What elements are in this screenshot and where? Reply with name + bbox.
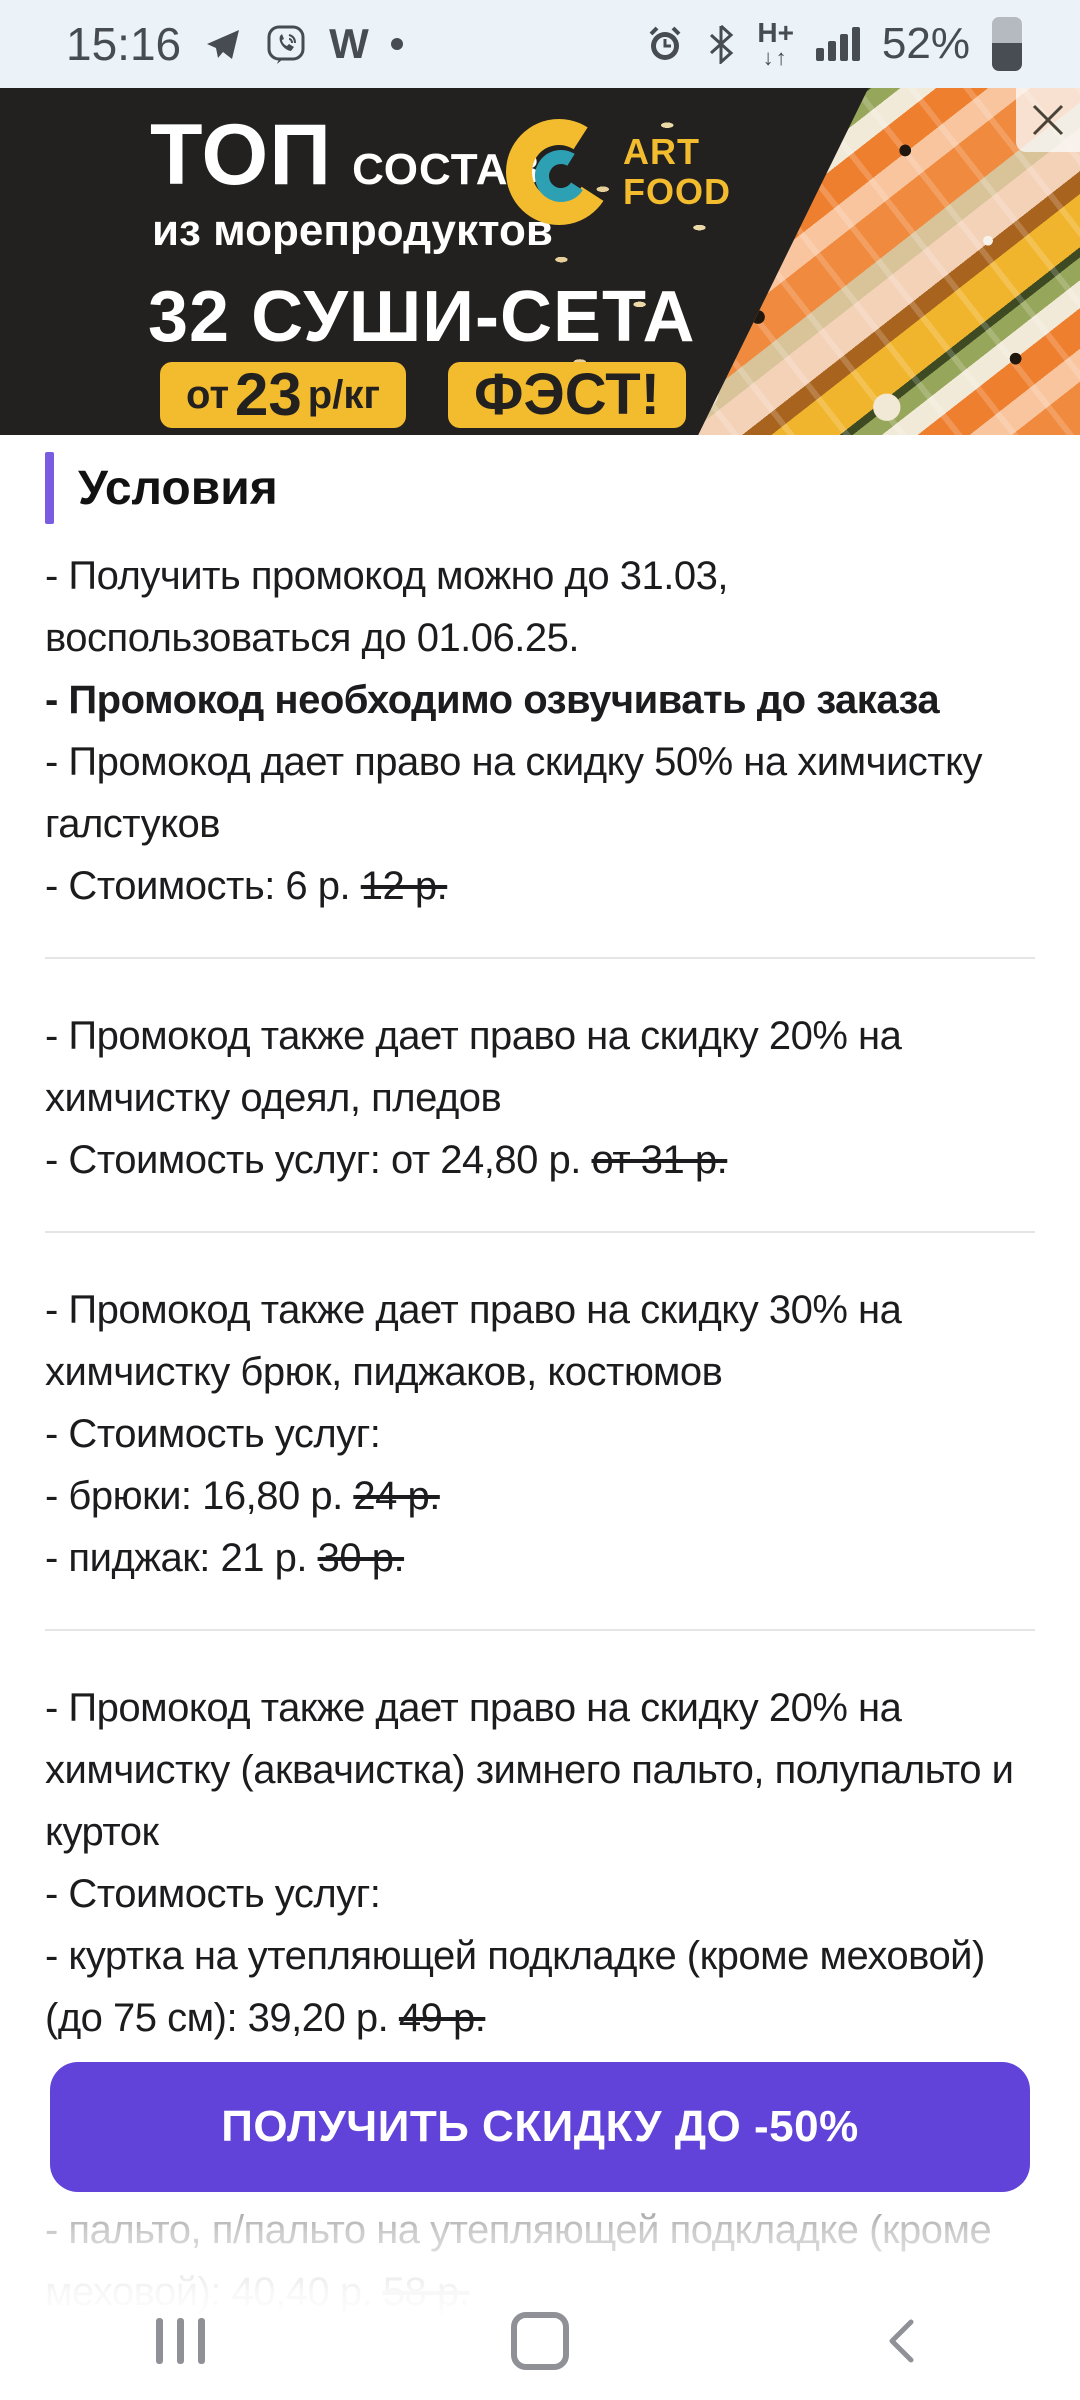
old-price: 12 р. (360, 864, 448, 908)
condition-item: - куртка на утепляющей подкладке (кроме … (45, 1934, 985, 2040)
back-button[interactable] (720, 2317, 1080, 2365)
page-title: Условия (78, 461, 278, 515)
page-title-row: Условия (45, 452, 278, 524)
telegram-icon (203, 24, 243, 64)
condition-item: - Промокод также дает право на скидку 30… (45, 1288, 902, 1394)
section-divider (45, 1231, 1035, 1233)
artfood-logo-text: ART FOOD (623, 131, 731, 212)
banner-title-big: ТОП (150, 107, 333, 203)
condition-item: - Промокод также дает право на скидку 20… (45, 1686, 1014, 1854)
banner-headline: 32 СУШИ-СЕТА (148, 277, 696, 357)
navigation-bar (0, 2282, 1080, 2400)
get-discount-button[interactable]: ПОЛУЧИТЬ СКИДКУ ДО -50% (50, 2062, 1030, 2192)
recents-button[interactable] (0, 2318, 360, 2364)
clock: 15:16 (66, 18, 182, 70)
artfood-logo-mark (506, 119, 609, 225)
notification-dot (390, 38, 403, 50)
artfood-logo: ART FOOD (505, 106, 731, 238)
viber-icon (265, 23, 307, 65)
banner-title: ТОП СОСТАВ (150, 112, 541, 198)
condition-item: - пиджак: 21 р. 30 р. (45, 1536, 405, 1580)
brand-box: ФЭСТ! (448, 362, 686, 428)
banner-title-line2: из морепродуктов (152, 206, 553, 255)
price-box: от 23 р/кг (160, 362, 407, 428)
old-price: от 31 р. (591, 1138, 728, 1182)
title-accent-bar (45, 452, 54, 524)
condition-item: - Промокод дает право на скидку 50% на х… (45, 740, 983, 846)
banner-price-row: от 23 р/кг ФЭСТ! (160, 362, 686, 428)
condition-item: - Стоимость: 6 р. 12 р. (45, 864, 448, 908)
back-icon (889, 2319, 914, 2363)
close-icon (1032, 104, 1064, 136)
alarm-icon (645, 24, 685, 64)
condition-item: - Стоимость услуг: (45, 1872, 381, 1916)
old-price: 30 р. (317, 1536, 405, 1580)
ad-banner[interactable]: ТОП СОСТАВ из морепродуктов ART FOOD 32 … (0, 88, 1080, 435)
condition-item: - Стоимость услуг: (45, 1412, 381, 1456)
mobile-data-hplus-icon: H+ ↓↑ (757, 17, 794, 70)
old-price: 24 р. (353, 1474, 440, 1518)
battery-icon (992, 17, 1022, 71)
condition-item: - Получить промокод можно до 31.03, восп… (45, 554, 728, 660)
status-bar: 15:16 W (0, 0, 1080, 88)
condition-item: - брюки: 16,80 р. 24 р. (45, 1474, 440, 1518)
wildberries-icon: W (329, 20, 369, 67)
condition-item: - Стоимость услуг: от 24,80 р. от 31 р. (45, 1138, 728, 1182)
home-icon (511, 2312, 569, 2370)
home-button[interactable] (360, 2312, 720, 2370)
section-divider (45, 1629, 1035, 1631)
conditions-sections: - Получить промокод можно до 31.03, восп… (45, 545, 1035, 2323)
condition-item: - Промокод также дает право на скидку 20… (45, 1014, 902, 1120)
signal-icon (815, 27, 860, 61)
section-divider (45, 957, 1035, 959)
condition-item: - Промокод необходимо озвучивать до зака… (45, 678, 940, 722)
bluetooth-icon (707, 24, 735, 64)
banner-close-button[interactable] (1016, 88, 1080, 152)
battery-percent: 52% (881, 19, 970, 68)
recents-icon (155, 2318, 205, 2364)
old-price: 49 р. (398, 1996, 486, 2040)
